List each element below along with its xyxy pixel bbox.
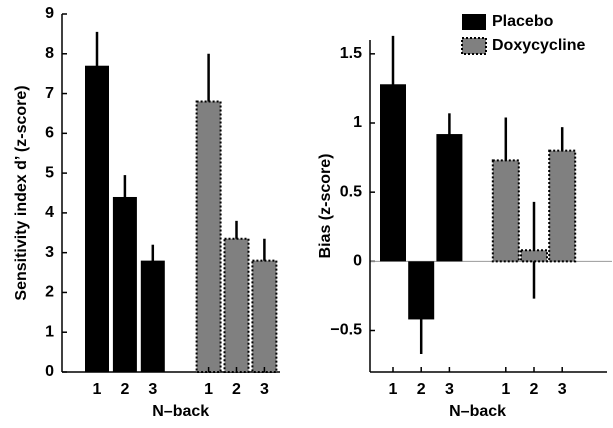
bar	[112, 196, 137, 372]
bar	[195, 100, 222, 373]
x-tick-label: 1	[204, 381, 213, 398]
x-axis-label: N–back	[449, 403, 506, 420]
x-tick-label: 3	[445, 381, 454, 398]
bar	[223, 237, 250, 373]
y-tick-label: 2	[45, 284, 54, 301]
x-tick-label: 1	[501, 381, 510, 398]
legend-label: Placebo	[492, 13, 554, 30]
y-tick-label: 3	[45, 244, 54, 261]
x-tick-label: 2	[120, 381, 129, 398]
bar	[408, 261, 435, 320]
x-tick-label: 3	[260, 381, 269, 398]
y-tick-label: 0	[353, 253, 362, 270]
y-tick-label: 1.5	[340, 45, 362, 62]
y-tick-label: 5	[45, 164, 54, 181]
bar	[85, 65, 109, 372]
y-tick-label: 8	[45, 45, 54, 62]
x-tick-label: 1	[93, 381, 102, 398]
legend-label: Doxycycline	[492, 37, 585, 54]
y-axis-label: Bias (z-score)	[317, 154, 334, 259]
x-tick-label: 3	[558, 381, 567, 398]
x-tick-label: 1	[389, 381, 398, 398]
x-axis-label: N–back	[152, 403, 209, 420]
x-tick-label: 3	[148, 381, 157, 398]
legend-swatch	[462, 14, 486, 30]
y-axis-label: Sensitivity index d’ (z-score)	[13, 85, 30, 300]
bar	[380, 84, 406, 262]
bar	[491, 159, 520, 263]
bar	[436, 134, 463, 262]
y-tick-label: 9	[45, 5, 54, 22]
x-tick-label: 2	[530, 381, 539, 398]
y-tick-label: 0	[45, 363, 54, 380]
legend-swatch	[461, 37, 487, 55]
y-tick-label: 0.5	[340, 183, 362, 200]
bar	[548, 149, 577, 263]
bar	[251, 259, 278, 373]
x-tick-label: 2	[417, 381, 426, 398]
bar	[520, 249, 548, 263]
y-tick-label: −0.5	[330, 322, 362, 339]
y-tick-label: 7	[45, 85, 54, 102]
y-tick-label: 4	[45, 204, 54, 221]
y-tick-label: 1	[353, 114, 362, 131]
y-tick-label: 6	[45, 125, 54, 142]
bar	[140, 260, 165, 372]
y-tick-label: 1	[45, 323, 54, 340]
x-tick-label: 2	[232, 381, 241, 398]
